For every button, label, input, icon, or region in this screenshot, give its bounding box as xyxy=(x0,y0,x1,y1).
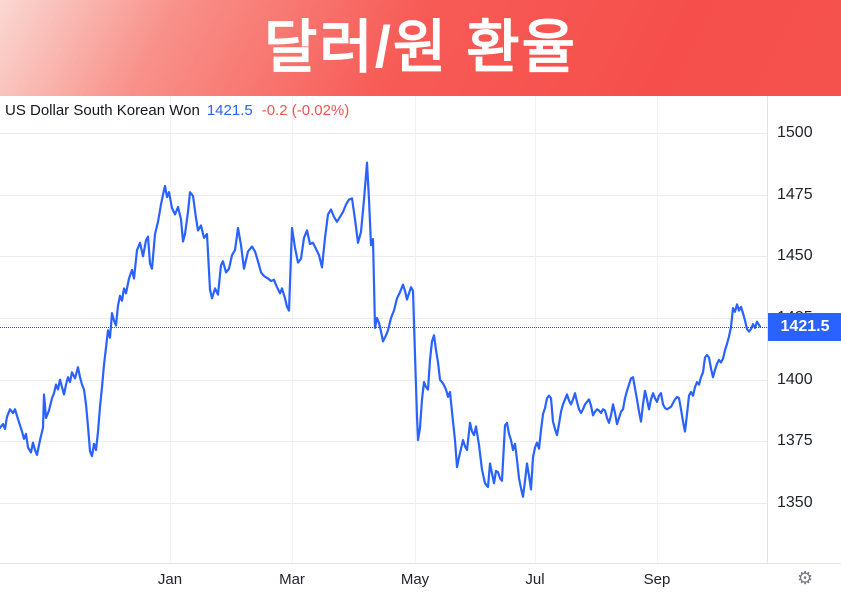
gridline-v xyxy=(292,96,293,563)
y-axis-tick-label: 1375 xyxy=(777,432,813,450)
current-price-dotted-line xyxy=(0,326,767,328)
gridline-v xyxy=(657,96,658,563)
gridline-h xyxy=(0,503,767,504)
x-axis-tick-label: Jan xyxy=(157,571,183,588)
chart-widget: US Dollar South Korean Won 1421.5 -0.2 (-0… xyxy=(0,96,841,596)
gridline-h xyxy=(0,194,767,196)
symbol-title-row: US Dollar South Korean Won 1421.5 -0.2 (-0… xyxy=(5,102,349,119)
gridline-v xyxy=(535,96,536,563)
current-price-label: 1421.5 xyxy=(768,312,841,341)
settings-gear-icon[interactable]: ⚙ xyxy=(797,568,814,588)
symbol-change: -0.2 (-0.02%) xyxy=(261,102,350,119)
banner: 달러/원 환율 xyxy=(0,0,841,96)
price-line-series xyxy=(0,161,762,498)
x-axis-tick-label: Mar xyxy=(279,571,305,588)
gridline-h xyxy=(0,133,767,134)
y-axis-tick-label: 1400 xyxy=(777,370,813,388)
gridline-h xyxy=(0,379,767,381)
banner-title: 달러/원 환율 xyxy=(263,15,578,80)
gridline-v xyxy=(415,96,416,563)
y-axis-tick-label: 1450 xyxy=(777,247,813,265)
gridline-h xyxy=(0,256,767,258)
gridline-h xyxy=(0,441,767,443)
y-axis-price-scale[interactable]: 1421.5 1500147514501425140013751350 xyxy=(767,96,841,563)
chart-plot-area[interactable]: US Dollar South Korean Won 1421.5 -0.2 (-0… xyxy=(0,96,767,563)
y-axis-tick-label: 1500 xyxy=(777,124,813,141)
x-axis-tick-label: Sep xyxy=(643,571,671,588)
symbol-last-price: 1421.5 xyxy=(206,102,253,119)
y-axis-tick-label: 1475 xyxy=(777,185,813,203)
gridline-v xyxy=(170,96,171,563)
x-axis-time-scale[interactable]: ⚙ Jan Mar May Jul Sep xyxy=(0,563,841,596)
symbol-name: US Dollar South Korean Won xyxy=(5,102,200,119)
y-axis-tick-label: 1350 xyxy=(777,494,813,511)
x-axis-tick-label: May xyxy=(400,571,430,588)
gridline-h xyxy=(0,318,767,319)
current-price-label-value: 1421.5 xyxy=(780,317,830,335)
x-axis-tick-label: Jul xyxy=(525,571,545,588)
